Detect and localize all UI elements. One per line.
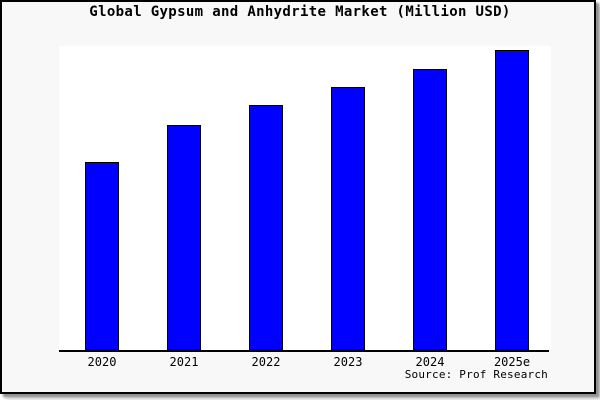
bar-2021	[167, 125, 201, 350]
bar-2023	[331, 87, 365, 350]
x-tick-label-2023: 2023	[333, 355, 363, 369]
x-tick-label-2021: 2021	[169, 355, 199, 369]
chart-title: Global Gypsum and Anhydrite Market (Mill…	[89, 4, 511, 20]
x-tick-label-2020: 2020	[87, 355, 117, 369]
plot-area	[59, 46, 551, 350]
bar-2024	[413, 69, 447, 350]
x-tick-label-2025e: 2025e	[493, 355, 531, 369]
bar-2022	[249, 105, 283, 350]
x-axis-line	[59, 350, 549, 352]
x-tick-label-2024: 2024	[415, 355, 445, 369]
bar-2020	[85, 162, 119, 350]
source-note: Source: Prof Research	[404, 368, 548, 381]
bar-2025e	[495, 50, 529, 350]
x-tick-label-2022: 2022	[251, 355, 281, 369]
